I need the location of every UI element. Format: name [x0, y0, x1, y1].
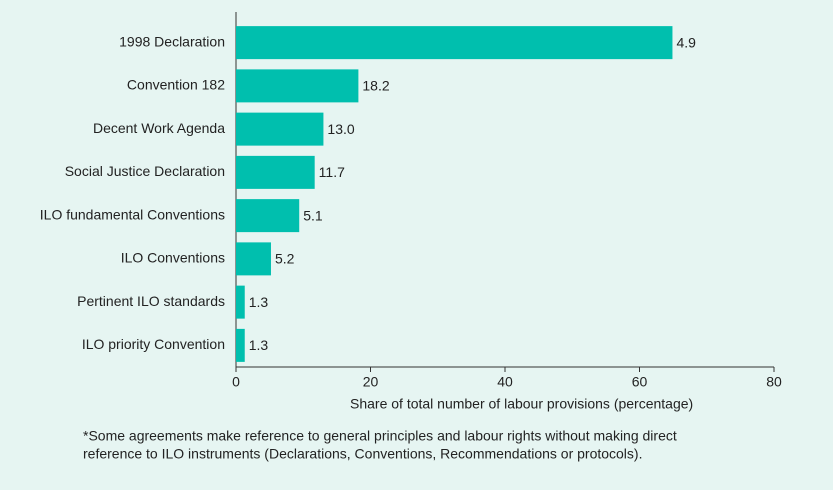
value-label: 4.9	[676, 34, 696, 50]
value-label: 1.3	[249, 294, 269, 310]
x-tick-label: 60	[632, 374, 648, 390]
value-label: 13.0	[327, 121, 354, 137]
x-tick-label: 40	[497, 374, 513, 390]
x-axis-label: Share of total number of labour provisio…	[350, 396, 693, 412]
value-label: 11.7	[319, 164, 345, 180]
footnote: reference to ILO instruments (Declaratio…	[83, 446, 642, 462]
bar	[236, 285, 245, 319]
value-label: 18.2	[362, 78, 389, 94]
value-label: 5.1	[303, 207, 323, 223]
y-tick-label: ILO Conventions	[121, 250, 225, 266]
footnote: *Some agreements make reference to gener…	[83, 428, 677, 444]
y-tick-label: Decent Work Agenda	[93, 120, 225, 136]
y-tick-label: Social Justice Declaration	[65, 163, 225, 179]
bar	[236, 69, 359, 103]
bar	[236, 26, 673, 60]
y-tick-label: ILO fundamental Conventions	[40, 206, 225, 222]
y-tick-label: ILO priority Convention	[82, 336, 225, 352]
bar	[236, 242, 271, 276]
bar	[236, 112, 324, 146]
x-tick-label: 80	[766, 374, 782, 390]
x-tick-label: 0	[232, 374, 240, 390]
bar	[236, 199, 300, 233]
y-tick-label: Convention 182	[127, 77, 225, 93]
value-label: 1.3	[249, 337, 269, 353]
bar	[236, 155, 315, 189]
y-tick-label: Pertinent ILO standards	[77, 293, 225, 309]
y-tick-label: 1998 Declaration	[119, 33, 225, 49]
bar	[236, 328, 245, 362]
x-tick-label: 20	[363, 374, 379, 390]
value-label: 5.2	[275, 251, 295, 267]
